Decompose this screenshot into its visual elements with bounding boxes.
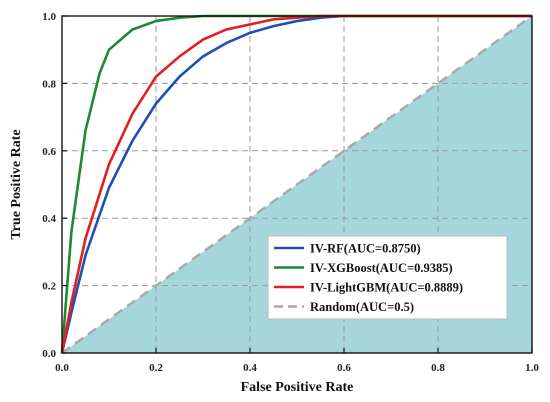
legend-box (267, 235, 508, 320)
x-tick-label: 0.0 (55, 362, 69, 374)
series-line-random (61, 14, 533, 355)
legend-label: IV-XGBoost(AUC=0.9385) (310, 261, 453, 275)
y-axis-title: True Positive Rate (9, 129, 24, 239)
x-axis-title: False Positive Rate (241, 380, 354, 395)
legend-label: IV-LightGBM(AUC=0.8889) (310, 281, 463, 295)
legend: IV-RF(AUC=0.8750) IV-XGBoost(AUC=0.9385) I… (267, 235, 508, 320)
x-tick-label: 0.8 (431, 362, 445, 374)
axes: 0.0 0.2 0.4 0.6 0.8 1.0 0.0 0.2 0.4 0.6 0.8 1.0 (42, 11, 539, 374)
y-tick-label: 1.0 (42, 11, 56, 23)
y-tick-label: 0.6 (42, 146, 56, 158)
axes-frame (61, 15, 533, 354)
legend-label: IV-RF(AUC=0.8750) (310, 242, 421, 256)
y-tick-label: 0.0 (42, 348, 56, 360)
x-tick-label: 0.2 (149, 362, 163, 374)
y-tick-label: 0.4 (42, 213, 56, 225)
y-tick-label: 0.8 (42, 78, 56, 90)
x-tick-label: 0.6 (337, 362, 351, 374)
legend-label: Random(AUC=0.5) (310, 300, 414, 314)
x-tick-label: 1.0 (525, 362, 539, 374)
y-tick-label: 0.2 (42, 281, 56, 293)
x-tick-label: 0.4 (243, 362, 257, 374)
